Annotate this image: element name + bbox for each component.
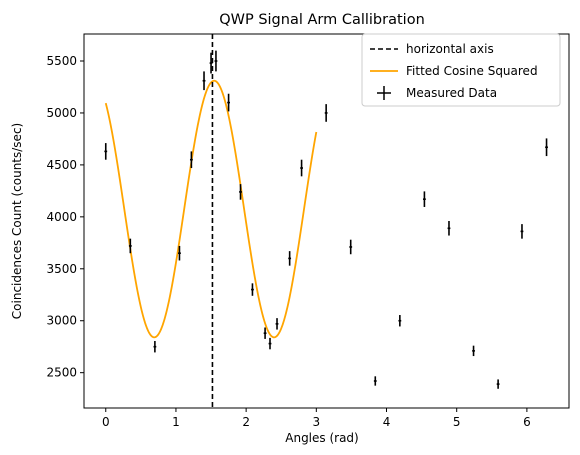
x-axis-label: Angles (rad) [285,431,358,445]
data-point [447,221,451,236]
data-point [472,345,475,357]
data-point [520,224,524,239]
y-tick-label: 5500 [46,54,77,68]
data-point [275,318,279,330]
plot-area [104,34,548,408]
data-point [202,71,206,91]
x-tick-label: 2 [242,415,250,429]
axes: 0 1 2 3 4 5 6 2500 3000 3500 4000 4500 5000 5500 [46,33,570,429]
data-point [496,379,500,389]
data-point [398,315,402,327]
fit-curve [104,79,318,339]
y-tick-label: 4000 [46,210,77,224]
legend-data-label: Measured Data [406,86,497,100]
data-point [214,50,218,72]
data-point [178,245,181,261]
data-point [423,191,426,207]
data-point [300,159,303,177]
x-tick-label: 4 [383,415,391,429]
y-tick-label: 2500 [46,366,77,380]
data-point [349,239,353,255]
legend: horizontal axis Fitted Cosine Squared Me… [361,33,561,107]
data-point [288,251,292,266]
data-point [324,104,328,122]
data-point [128,238,132,254]
data-point [153,340,157,353]
data-point [104,143,108,160]
y-tick-label: 3000 [46,314,77,328]
data-point [263,327,267,339]
data-point [189,151,193,169]
legend-frame [361,33,561,107]
data-point [209,52,213,74]
x-tick-label: 3 [313,415,321,429]
data-point [239,184,242,200]
data-point [268,337,272,350]
x-tick-label: 0 [102,415,110,429]
data-point [373,376,377,386]
x-tick-label: 6 [523,415,531,429]
y-axis-label: Coincidences Count (counts/sec) [10,123,24,319]
data-point [251,283,254,296]
legend-fit-label: Fitted Cosine Squared [406,64,538,78]
y-tick-label: 3500 [46,262,77,276]
chart-title: QWP Signal Arm Callibration [219,12,425,28]
y-tick-label: 5000 [46,106,77,120]
plot-frame [83,33,570,409]
legend-data-swatch [377,86,391,100]
data-point [227,93,230,112]
y-tick-label: 4500 [46,158,77,172]
legend-vline-label: horizontal axis [406,42,494,56]
x-tick-label: 1 [172,415,180,429]
data-point [545,138,548,157]
x-tick-label: 5 [453,415,461,429]
